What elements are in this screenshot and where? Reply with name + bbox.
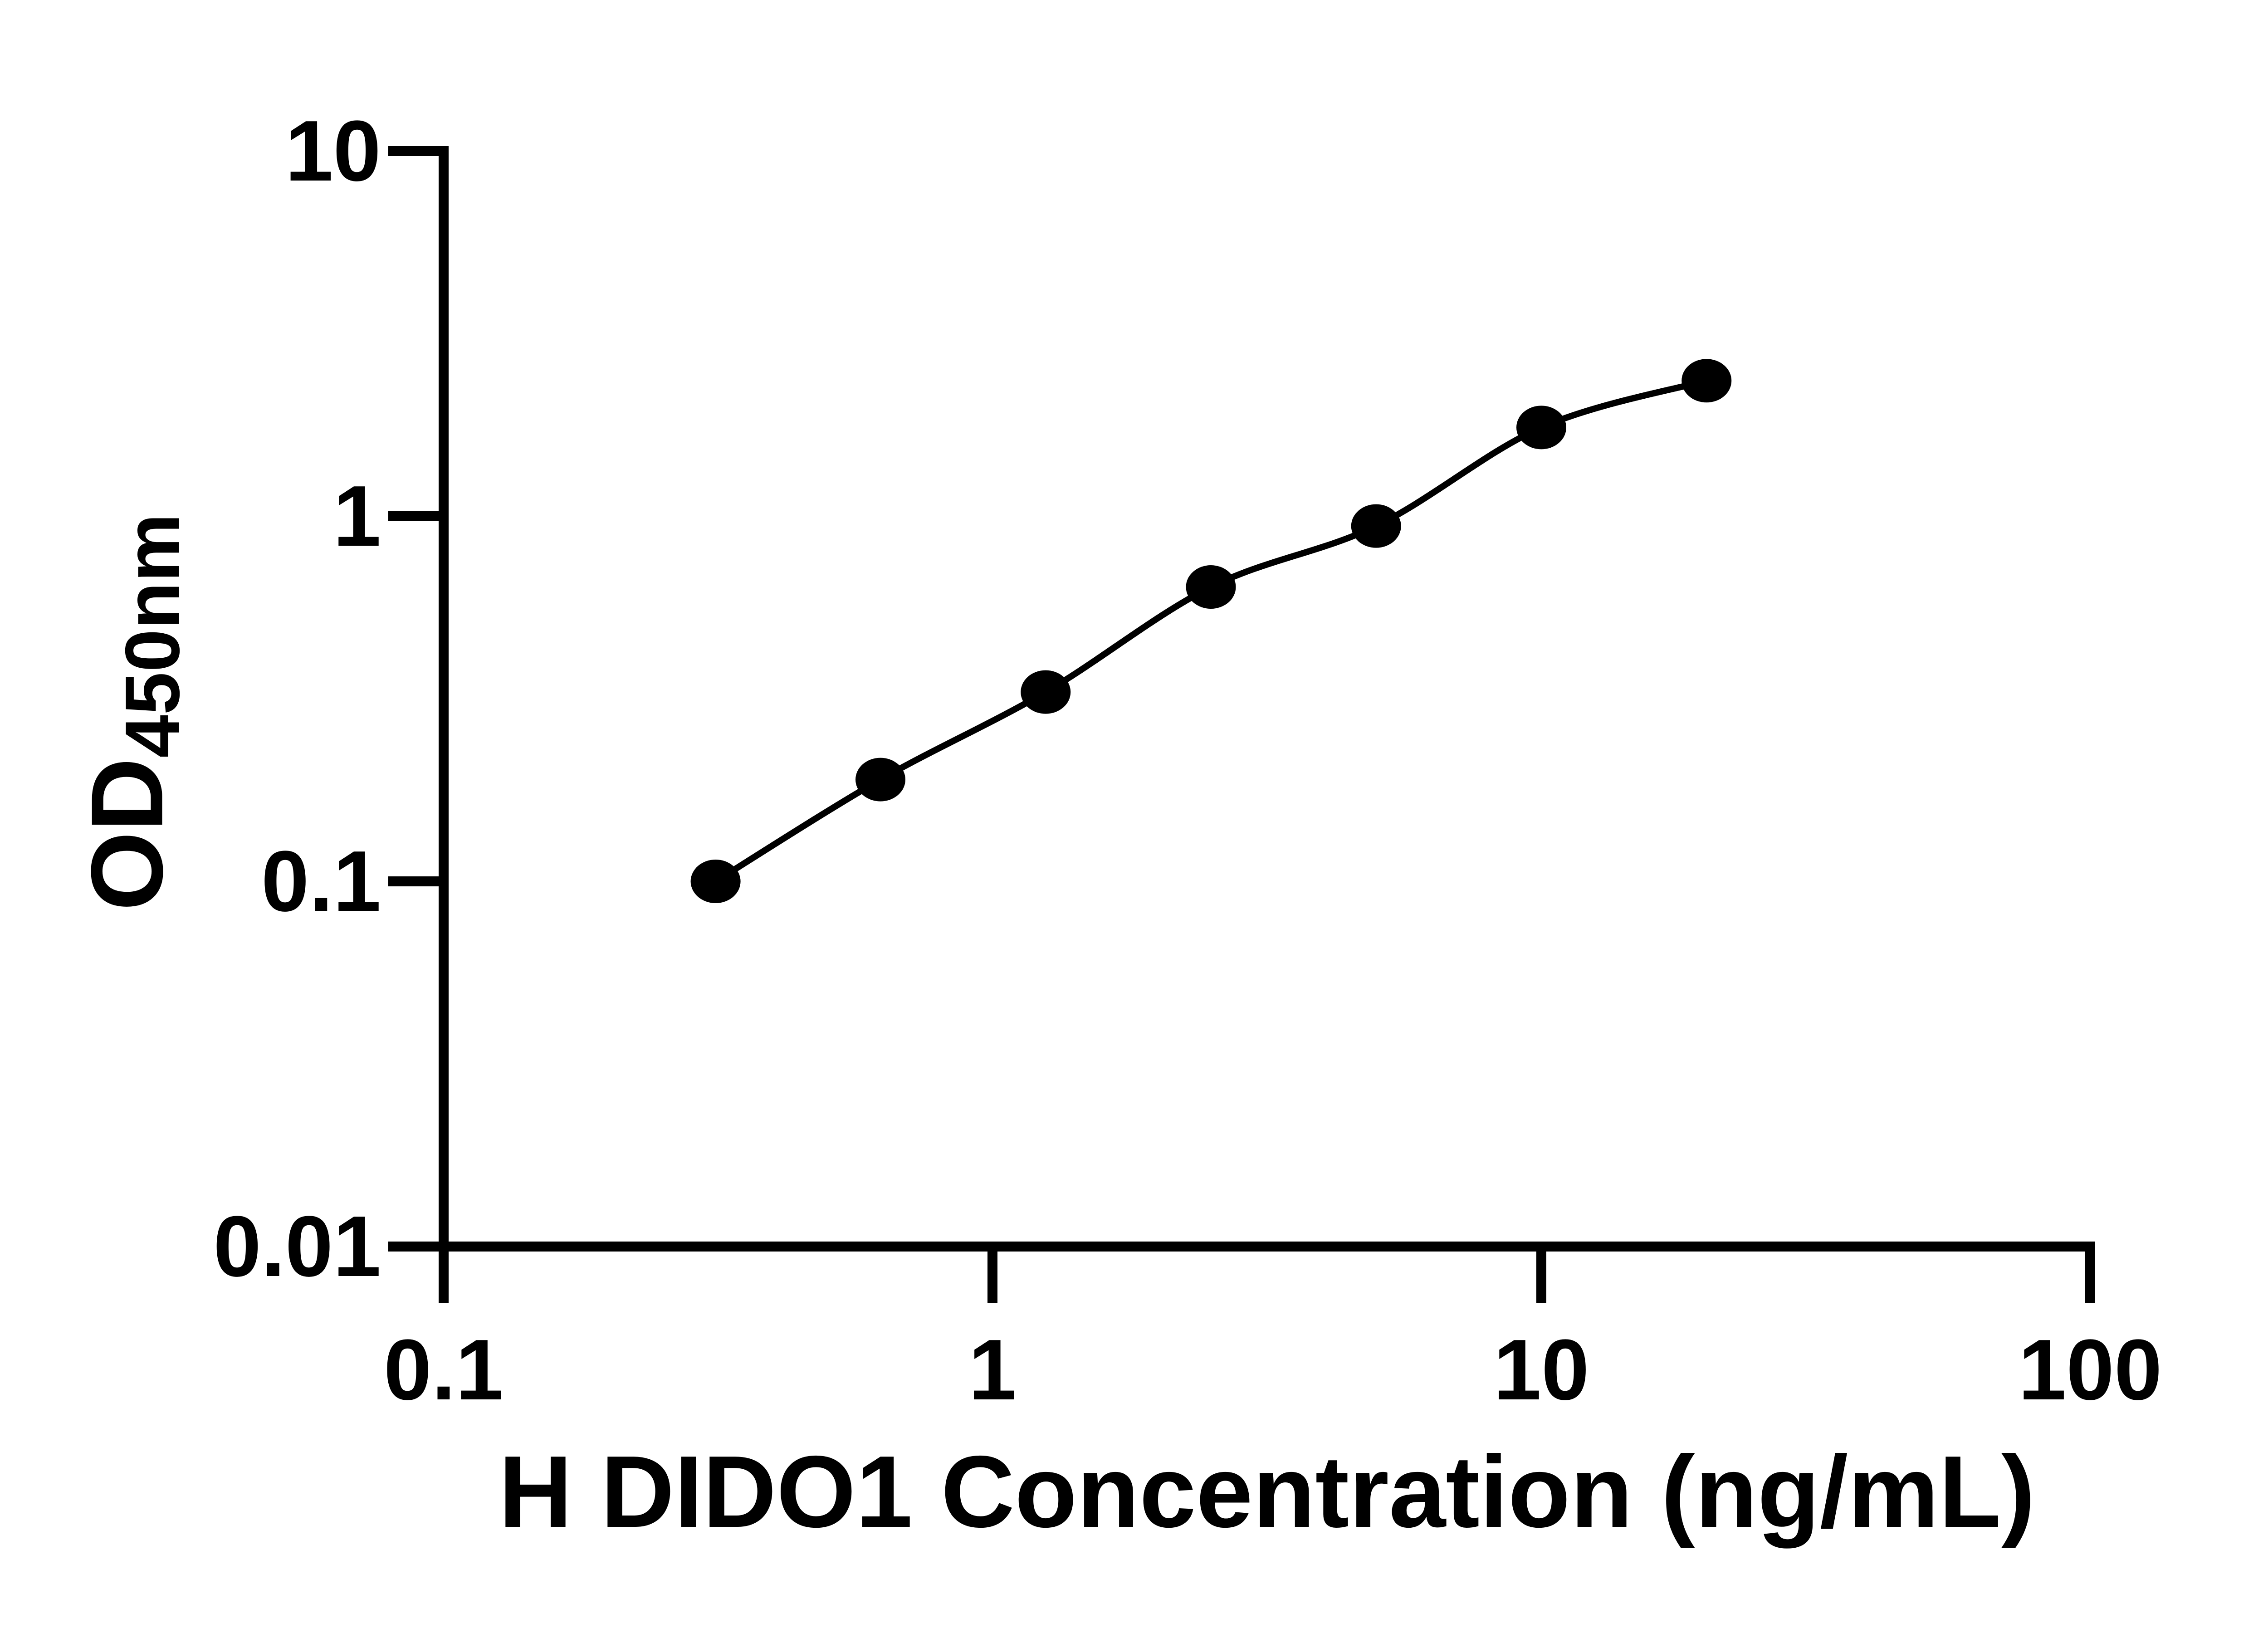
x-tick-1 xyxy=(987,1247,997,1303)
data-point-20 xyxy=(1681,359,1732,403)
x-tick-label-100: 100 xyxy=(2018,1322,2162,1418)
y-axis-title: OD450nm xyxy=(70,513,196,911)
y-tick-label-10: 10 xyxy=(285,103,381,199)
y-tick-1 xyxy=(388,511,444,521)
y-tick-10 xyxy=(388,146,444,156)
y-tick-0.01 xyxy=(388,1242,444,1252)
x-tick-100 xyxy=(2085,1247,2095,1303)
x-axis-title: H DIDO1 Concentration (ng/mL) xyxy=(499,1434,2035,1549)
data-point-10 xyxy=(1516,406,1566,450)
y-tick-0.1 xyxy=(388,876,444,886)
y-tick-label-0.1: 0.1 xyxy=(261,833,381,929)
y-axis-title-main: OD xyxy=(69,758,184,911)
data-point-5 xyxy=(1351,504,1401,548)
data-point-1.25 xyxy=(1021,670,1071,714)
x-tick-label-0.1: 0.1 xyxy=(383,1322,504,1418)
x-tick-label-1: 1 xyxy=(968,1322,1017,1418)
standard-curve-line xyxy=(714,377,1708,884)
data-point-0.625 xyxy=(855,758,906,802)
y-tick-label-0.01: 0.01 xyxy=(213,1198,381,1295)
data-point-0.313 xyxy=(690,860,741,903)
x-tick-label-10: 10 xyxy=(1493,1322,1589,1418)
data-point-2.5 xyxy=(1186,565,1236,609)
x-tick-10 xyxy=(1536,1247,1546,1303)
y-axis-title-subscript: 450nm xyxy=(109,513,196,758)
y-tick-label-1: 1 xyxy=(333,468,381,564)
x-axis-line xyxy=(388,1242,2095,1252)
y-axis-line xyxy=(439,146,449,1303)
x-tick-0.1 xyxy=(439,1247,449,1303)
